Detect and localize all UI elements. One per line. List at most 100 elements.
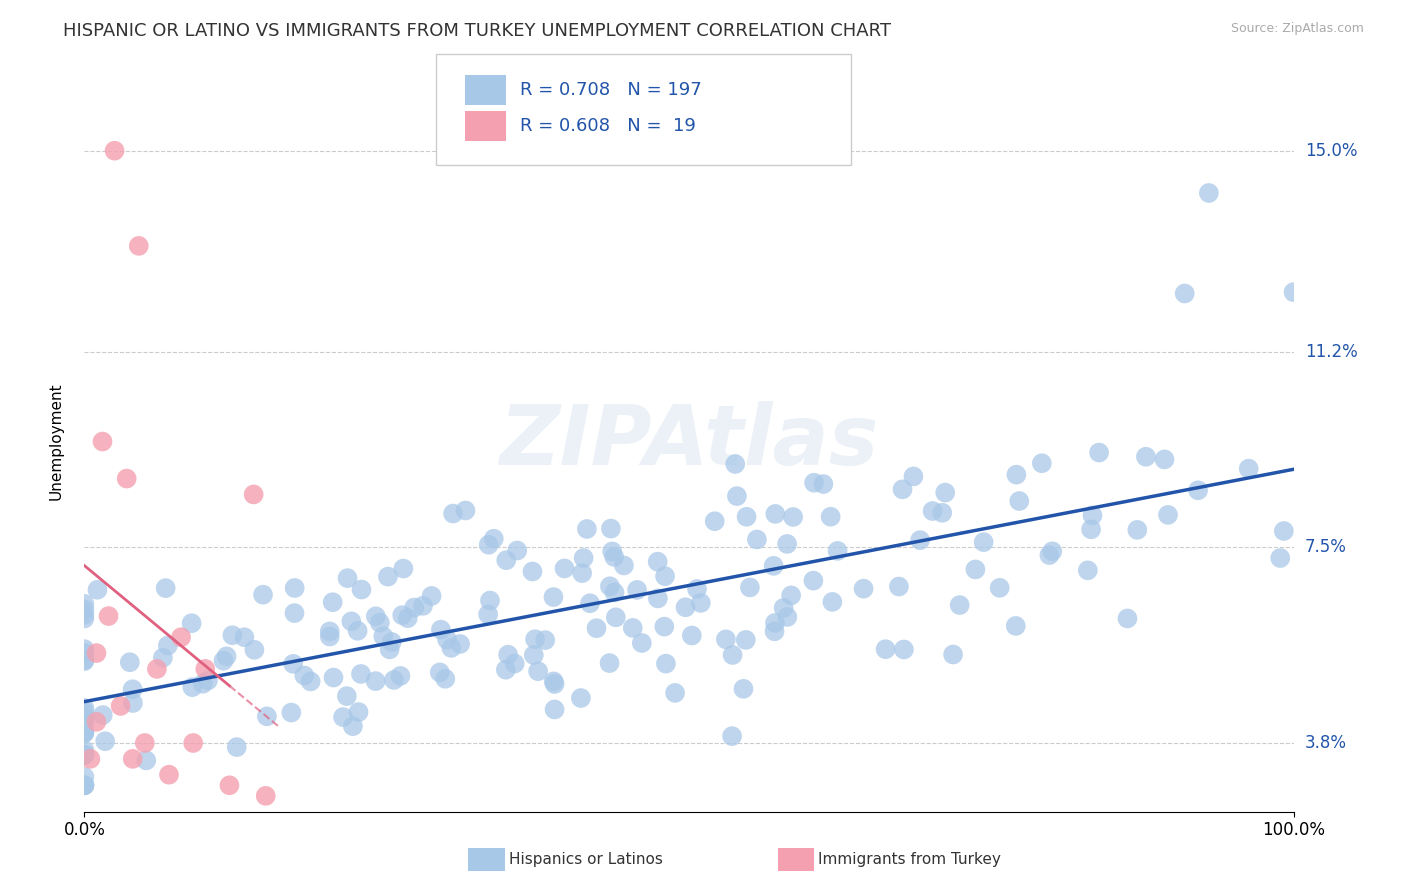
Point [412, 599, 434, 613]
Point [73, 770, 96, 784]
Text: 15.0%: 15.0% [1305, 142, 1357, 160]
Point [724, 457, 747, 471]
Point [73, 778, 96, 792]
Point [319, 624, 342, 639]
Point [350, 667, 373, 681]
Point [1116, 611, 1139, 625]
Point [382, 673, 405, 687]
Point [603, 549, 626, 564]
Point [1198, 186, 1220, 200]
Point [118, 655, 141, 669]
Point [1135, 450, 1157, 464]
Text: Source: ZipAtlas.com: Source: ZipAtlas.com [1230, 22, 1364, 36]
Point [763, 624, 786, 639]
Point [73, 725, 96, 739]
Text: ZIPAtlas: ZIPAtlas [499, 401, 879, 482]
Point [152, 650, 174, 665]
Point [647, 555, 669, 569]
Point [110, 698, 132, 713]
Point [621, 621, 644, 635]
Point [73, 607, 96, 622]
Point [1272, 524, 1295, 538]
Point [893, 642, 915, 657]
Point [482, 532, 505, 546]
Point [197, 673, 219, 688]
Point [73, 716, 96, 731]
Point [942, 648, 965, 662]
Point [1187, 483, 1209, 498]
Point [429, 665, 451, 680]
Point [553, 561, 575, 575]
Point [714, 632, 737, 647]
Point [73, 778, 96, 792]
Point [524, 632, 547, 647]
Point [988, 581, 1011, 595]
Point [875, 642, 897, 657]
Point [600, 544, 623, 558]
Point [908, 533, 931, 548]
Point [1157, 508, 1180, 522]
Point [434, 672, 457, 686]
Point [73, 642, 96, 657]
Point [803, 574, 825, 588]
Point [454, 503, 477, 517]
Point [381, 635, 404, 649]
Point [73, 726, 96, 740]
Point [364, 674, 387, 689]
Point [254, 789, 277, 803]
Point [97, 609, 120, 624]
Point [575, 522, 598, 536]
Point [903, 469, 925, 483]
Point [86, 714, 108, 729]
Point [652, 619, 675, 633]
Point [827, 544, 849, 558]
Point [73, 653, 96, 667]
Point [1077, 563, 1099, 577]
Text: R = 0.608   N =  19: R = 0.608 N = 19 [520, 117, 696, 135]
Point [233, 630, 256, 644]
Point [780, 588, 803, 602]
Point [73, 748, 96, 763]
Text: Hispanics or Latinos: Hispanics or Latinos [509, 853, 662, 867]
Point [283, 606, 305, 620]
Point [441, 507, 464, 521]
Text: HISPANIC OR LATINO VS IMMIGRANTS FROM TURKEY UNEMPLOYMENT CORRELATION CHART: HISPANIC OR LATINO VS IMMIGRANTS FROM TU… [63, 22, 891, 40]
Point [86, 582, 108, 597]
Point [156, 639, 179, 653]
Point [543, 590, 565, 604]
Point [73, 602, 96, 616]
Point [284, 581, 307, 595]
Point [242, 487, 264, 501]
Point [1005, 467, 1028, 482]
Point [734, 632, 756, 647]
Point [495, 663, 517, 677]
Text: Immigrants from Turkey: Immigrants from Turkey [818, 853, 1001, 867]
Point [782, 510, 804, 524]
Point [821, 595, 844, 609]
Point [396, 611, 419, 625]
Point [73, 597, 96, 611]
Point [430, 623, 453, 637]
Point [626, 582, 648, 597]
Text: 7.5%: 7.5% [1305, 538, 1347, 557]
Point [522, 565, 544, 579]
Point [820, 509, 842, 524]
Point [921, 504, 943, 518]
Point [346, 624, 368, 638]
Point [543, 674, 565, 689]
Text: 11.2%: 11.2% [1305, 343, 1357, 360]
Point [212, 654, 235, 668]
Point [675, 600, 697, 615]
Point [647, 591, 669, 606]
Point [135, 753, 157, 767]
Point [146, 662, 169, 676]
Point [378, 642, 401, 657]
Point [319, 630, 342, 644]
Point [73, 654, 96, 668]
Point [180, 616, 202, 631]
Point [1008, 494, 1031, 508]
Point [681, 628, 703, 642]
Point [181, 736, 204, 750]
Point [477, 607, 499, 622]
Point [122, 696, 145, 710]
